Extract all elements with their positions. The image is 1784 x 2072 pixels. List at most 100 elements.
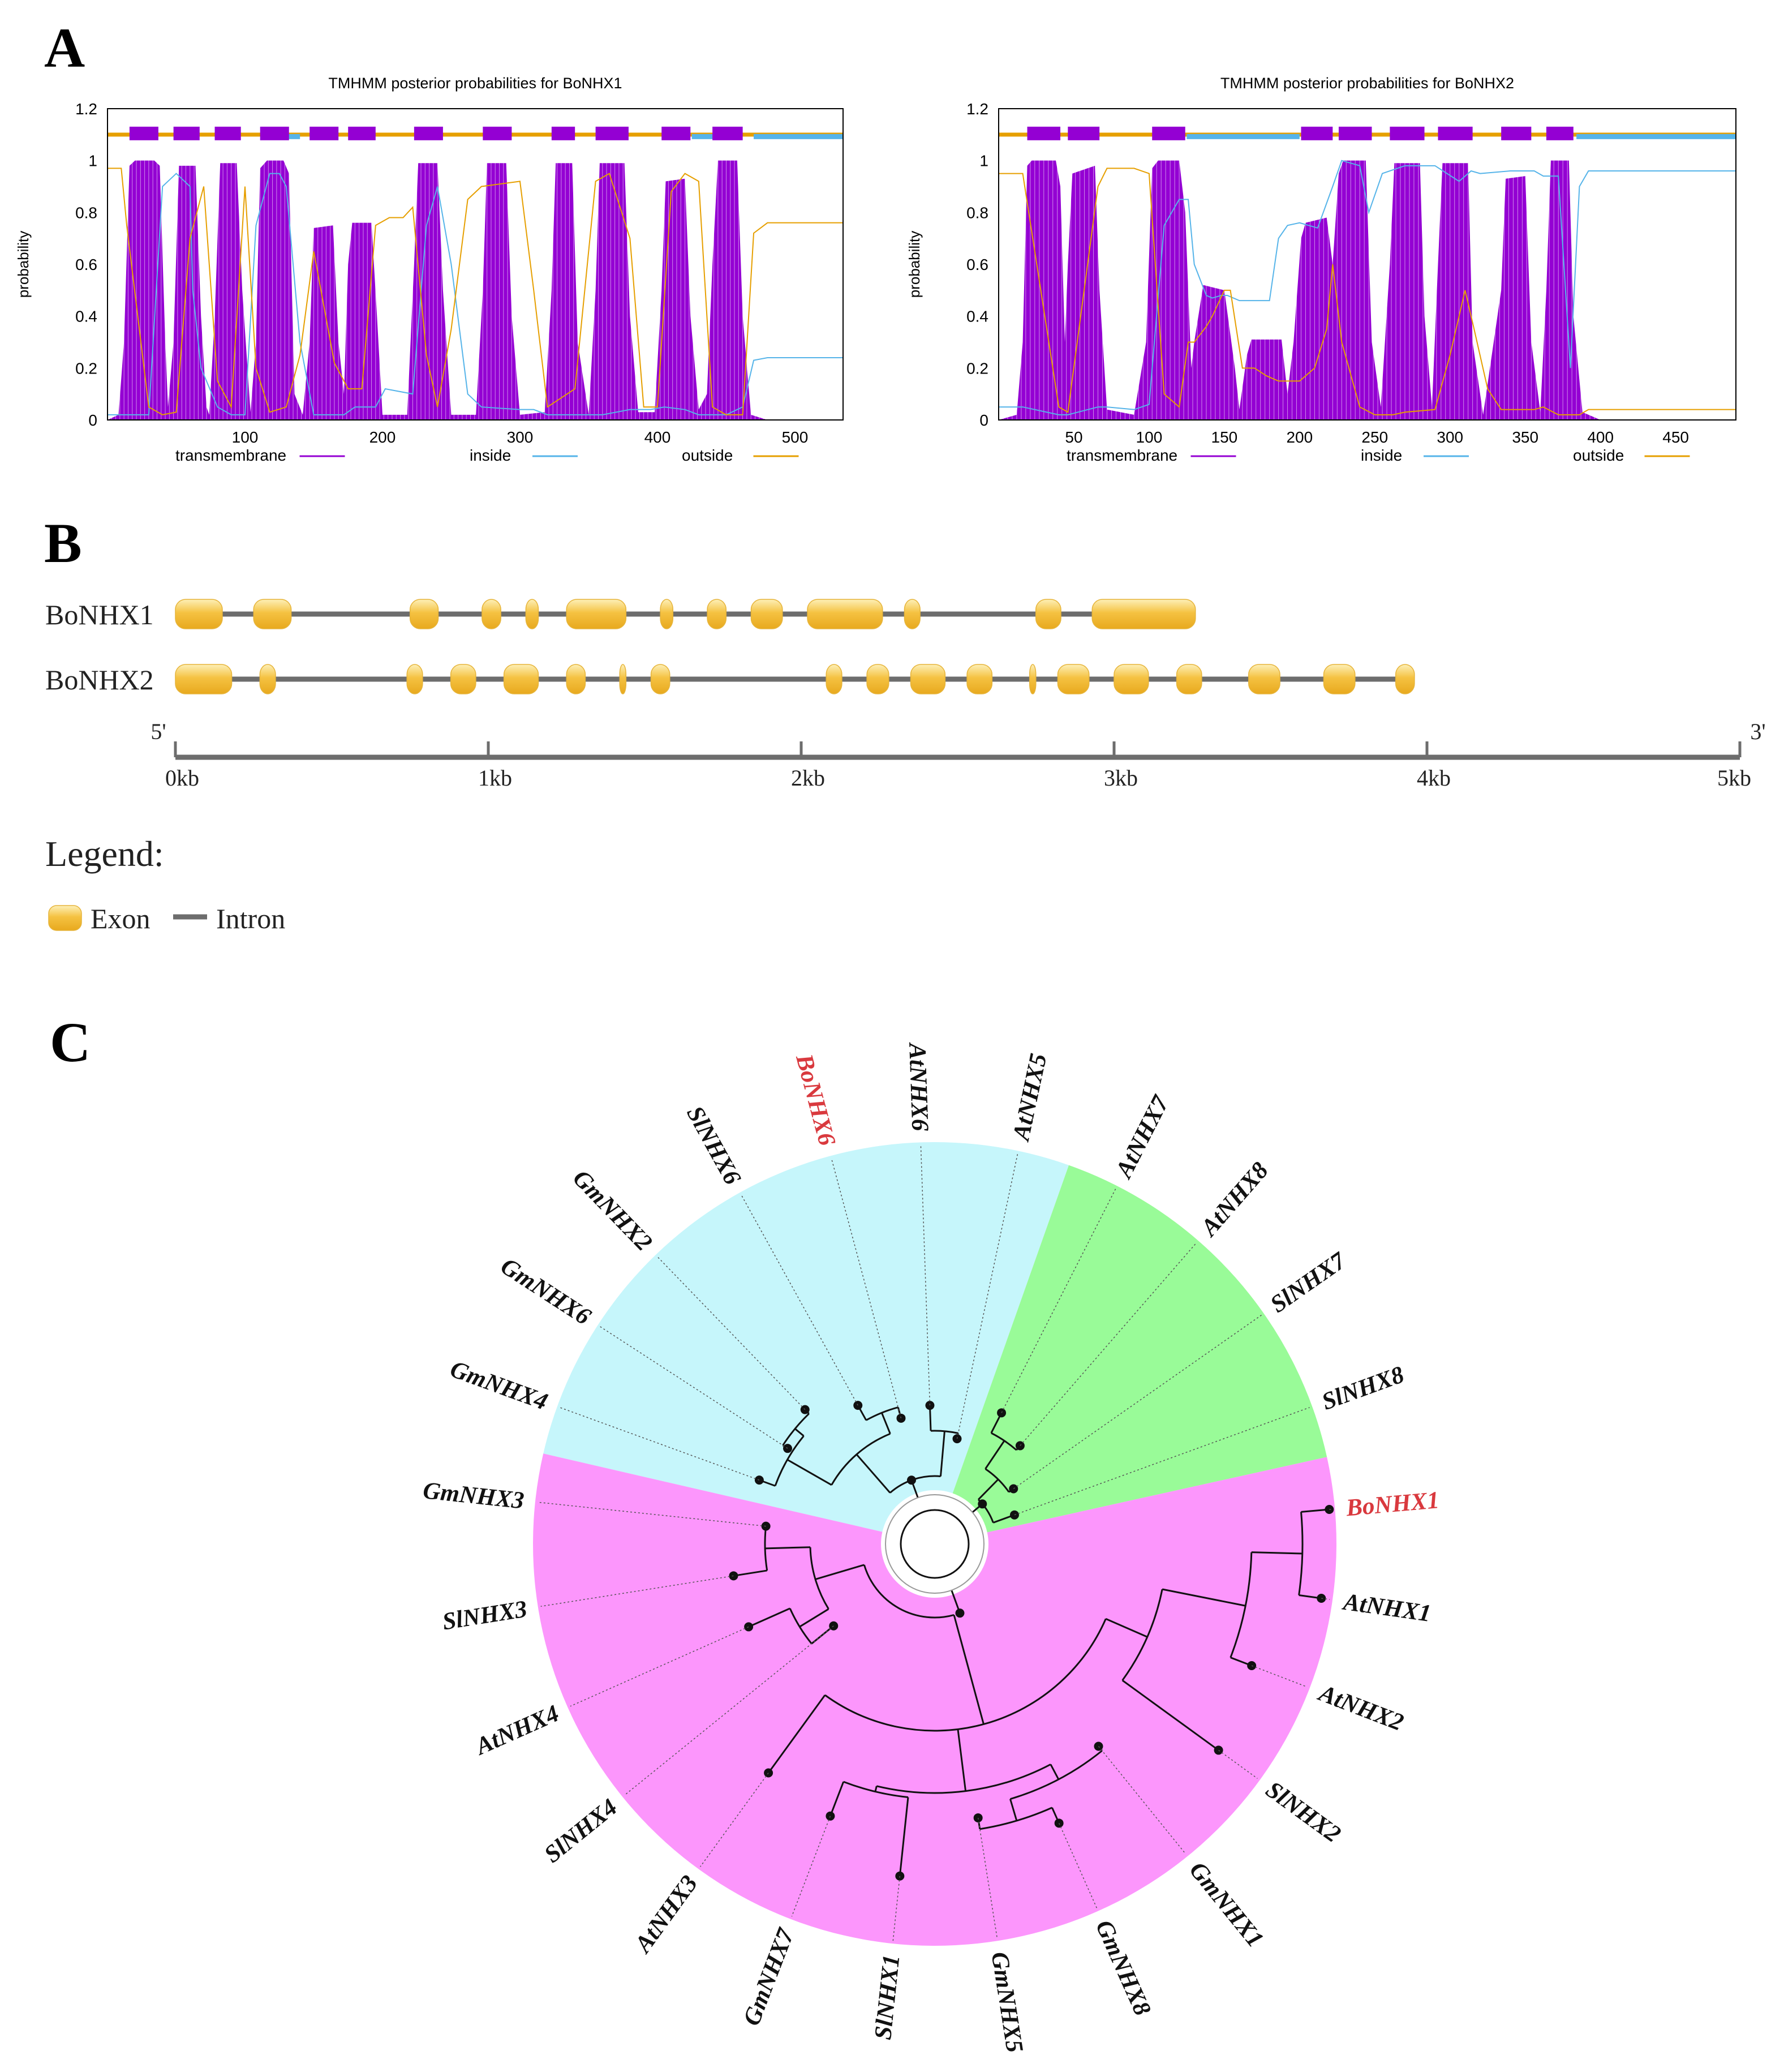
tree-branch — [1105, 1618, 1148, 1638]
exon-block — [566, 599, 627, 629]
leaf-guide-line — [700, 1773, 769, 1867]
leaf-guide-line — [1098, 1746, 1187, 1855]
tree-branch — [939, 1459, 943, 1477]
topology-helix-segment — [1438, 126, 1473, 140]
tree-connector — [809, 1547, 829, 1610]
scale-tick-label: 1kb — [478, 765, 512, 791]
y-tick-label: 0.2 — [966, 359, 988, 377]
scale-tick-label: 3kb — [1104, 765, 1138, 791]
exon-block — [660, 599, 674, 629]
leaf-label: BoNHX1 — [1344, 1487, 1440, 1521]
tree-connector — [866, 1406, 899, 1421]
leaf-label: SlNHX1 — [870, 1954, 905, 2041]
leaf-guide-line — [1218, 1749, 1258, 1779]
leaf-label: AtNHX4 — [470, 1700, 563, 1761]
legend-label: outside — [682, 447, 733, 464]
leaf-guide-line — [600, 1326, 788, 1449]
exon-block — [503, 664, 539, 694]
leaf-guide-line — [1014, 1407, 1310, 1516]
topology-helix-segment — [1027, 126, 1061, 140]
tree-branch — [880, 1412, 891, 1434]
tree-branch — [1009, 1799, 1018, 1821]
plot-title: TMHMM posterior probabilities for BoNHX2 — [1220, 75, 1514, 92]
leaf-guide-line — [956, 1153, 1018, 1439]
scale-tick-label: 2kb — [791, 765, 825, 791]
tree-connector — [824, 1618, 1107, 1732]
topology-inside-segment — [1187, 134, 1300, 139]
exon-block — [650, 664, 670, 694]
y-tick-label: 0.8 — [75, 204, 97, 221]
tree-branch — [786, 1458, 832, 1486]
tmhmm-plot-bonhx1: TMHMM posterior probabilities for BoNHX1… — [15, 75, 844, 464]
tree-connector — [1121, 1589, 1163, 1681]
exon-block — [410, 599, 439, 629]
tree-branch — [856, 1453, 891, 1494]
tree-connector — [843, 1781, 909, 1799]
exon-block — [707, 599, 727, 629]
topology-helix-segment — [1068, 126, 1100, 140]
topology-helix-segment — [595, 126, 629, 140]
tree-branch — [815, 1564, 865, 1580]
tree-center-circle — [885, 1494, 985, 1594]
legend-label: transmembrane — [175, 447, 286, 464]
above-curve-mask — [108, 109, 843, 420]
leaf-label: SlNHX6 — [681, 1102, 746, 1190]
tree-connector — [985, 1468, 1010, 1493]
topology-helix-segment — [1501, 126, 1532, 140]
y-tick-label: 1.2 — [75, 100, 97, 118]
exon-block — [253, 599, 292, 629]
y-axis-label: probability — [15, 231, 32, 298]
topology-helix-segment — [1390, 126, 1425, 140]
leaf-label: GmNHX5 — [986, 1950, 1028, 2054]
y-tick-label: 0.8 — [966, 204, 988, 221]
topology-inside-segment — [754, 134, 843, 139]
tree-connector — [782, 1413, 810, 1446]
leaf-label: AtNHX3 — [629, 1871, 703, 1959]
exon-block — [1091, 599, 1196, 629]
tree-branch — [899, 1797, 909, 1876]
tree-branch — [765, 1546, 811, 1550]
tree-connector — [774, 1435, 805, 1486]
exon-block — [1323, 664, 1356, 694]
topology-helix-segment — [1301, 126, 1333, 140]
leaf-label: SlNHX8 — [1318, 1361, 1408, 1415]
topology-helix-segment — [348, 126, 376, 140]
x-tick-label: 350 — [1512, 428, 1538, 446]
exon-block — [1248, 664, 1280, 694]
exon-block — [910, 664, 946, 694]
tree-connector — [831, 1432, 891, 1486]
plot-frame-top — [998, 108, 1736, 421]
topology-helix-segment — [214, 126, 241, 140]
x-tick-label: 400 — [644, 428, 671, 446]
exon-block — [482, 599, 501, 629]
exon-block — [904, 599, 921, 629]
tree-branch — [1050, 1764, 1060, 1780]
y-tick-label: 1 — [979, 152, 988, 170]
exon-block — [566, 664, 586, 694]
exon-block — [406, 664, 423, 694]
x-tick-label: 200 — [369, 428, 396, 446]
exon-block — [807, 599, 883, 629]
topology-helix-segment — [1152, 126, 1185, 140]
plot-frame-top — [107, 108, 844, 421]
tree-root-ring — [900, 1509, 970, 1579]
legend-label: transmembrane — [1067, 447, 1177, 464]
internal-node — [906, 1475, 916, 1485]
three-prime-label: 3' — [1750, 719, 1765, 744]
tree-branch — [799, 1608, 829, 1628]
tree-branch — [953, 1615, 985, 1724]
leaf-label: SlNHX3 — [441, 1595, 529, 1635]
y-tick-label: 0 — [88, 411, 97, 429]
x-tick-label: 100 — [1136, 428, 1163, 446]
outside-line — [999, 168, 1736, 415]
leaf-guide-line — [1013, 1315, 1262, 1490]
exon-block — [450, 664, 476, 694]
y-tick-label: 0.4 — [75, 308, 97, 325]
legend-label: outside — [1573, 447, 1624, 464]
topology-helix-segment — [1546, 126, 1574, 140]
topology-helix-segment — [551, 126, 575, 140]
tmhmm-plot-bonhx2: TMHMM posterior probabilities for BoNHX2… — [906, 75, 1736, 464]
tree-connector — [991, 1432, 1017, 1451]
